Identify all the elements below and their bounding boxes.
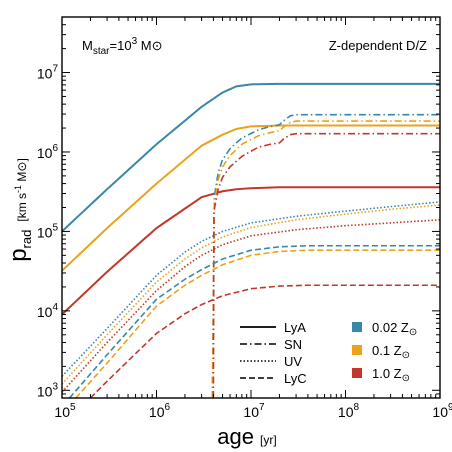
x-tick-label: 108	[338, 402, 360, 420]
series-sn-z10	[212, 132, 440, 398]
legend-lyc-label: LyC	[284, 371, 307, 386]
legend-uv-label: UV	[284, 354, 302, 369]
y-axis-label: prad[km s-1 M⊙]	[5, 158, 34, 262]
legend-z002-swatch	[352, 322, 362, 332]
y-tick-label: 105	[37, 222, 59, 240]
x-axis-label: age [yr]	[217, 424, 276, 449]
series-lya-z002	[62, 82, 440, 233]
series-uv-z002	[62, 201, 440, 377]
metallicity-legend: 0.02 Z⊙ 0.1 Z⊙ 1.0 Z⊙	[352, 320, 417, 384]
series-lyc-z01	[75, 249, 440, 398]
series-sn-z01	[211, 120, 440, 398]
model-annotation: Z-dependent D/Z	[329, 38, 427, 53]
legend-z1-swatch	[352, 368, 362, 378]
series-sn-z002	[211, 113, 440, 398]
y-tick-label: 106	[37, 143, 59, 161]
series-lyc-z002	[68, 244, 440, 398]
series-lyc-z10	[89, 284, 440, 398]
series-lya-z10	[62, 186, 440, 316]
legend-sn-label: SN	[284, 337, 302, 352]
legend-lya-label: LyA	[284, 320, 306, 335]
series-layer	[62, 82, 440, 398]
legend-z01-swatch	[352, 345, 362, 355]
line-style-legend: LyA SN UV LyC	[240, 320, 307, 386]
x-tick-label: 109	[432, 402, 452, 420]
x-tick-label: 107	[243, 402, 265, 420]
x-tick-label: 106	[149, 402, 171, 420]
y-tick-label: 103	[37, 381, 59, 399]
legend-z01-label: 0.1 Z⊙	[372, 343, 410, 361]
mass-annotation: Mstar=103 M⊙	[82, 36, 163, 57]
series-lya-z01	[62, 124, 440, 272]
plot-frame	[61, 16, 441, 399]
legend-z1-label: 1.0 Z⊙	[372, 366, 410, 384]
y-tick-label: 104	[37, 302, 59, 320]
legend-z002-label: 0.02 Z⊙	[372, 320, 417, 338]
x-tick-label: 105	[54, 402, 76, 420]
y-tick-label: 107	[37, 64, 59, 82]
